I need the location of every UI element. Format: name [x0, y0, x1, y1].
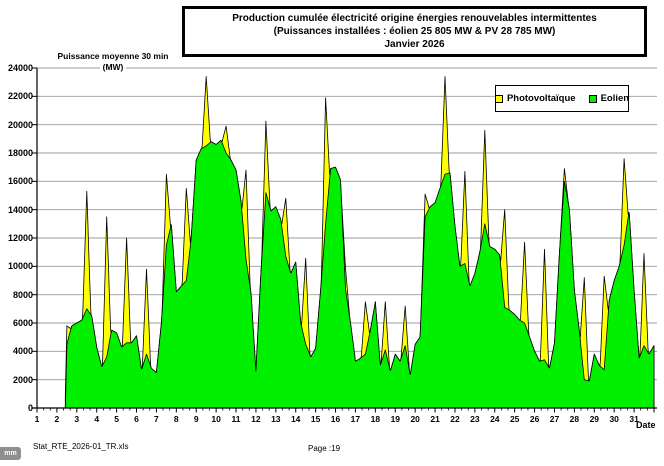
x-tick-label: 16: [330, 414, 341, 424]
x-axis-title: Date: [636, 420, 656, 430]
x-tick-label: 8: [173, 414, 179, 424]
eolien-area: [64, 140, 655, 409]
x-tick-label: 23: [470, 414, 480, 424]
y-tick-label: 16000: [7, 176, 33, 187]
x-tick-label: 28: [569, 414, 580, 424]
y-tick-label: 22000: [7, 91, 33, 102]
corner-badge: mm: [0, 447, 21, 460]
x-tick-label: 11: [231, 414, 241, 424]
legend-label-eolien: Eolien: [600, 93, 630, 104]
x-tick-label: 6: [134, 414, 139, 424]
photovoltaique-color-swatch: [494, 94, 503, 103]
y-axis-title-line1: Puissance moyenne 30 min: [57, 51, 169, 61]
y-tick-label: 10000: [7, 261, 33, 272]
x-tick-label: 2: [54, 414, 60, 424]
chart-title-line2: (Puissances installées : éolien 25 805 M…: [273, 26, 556, 37]
x-tick-label: 4: [94, 414, 100, 424]
y-tick-label: 8000: [12, 289, 33, 300]
x-tick-label: 21: [430, 414, 440, 424]
x-tick-label: 10: [211, 414, 221, 424]
y-tick-label: 20000: [7, 119, 33, 130]
legend-label-photovoltaique: Photovoltaïque: [506, 93, 576, 104]
x-tick-label: 19: [390, 414, 401, 424]
chart-title-line1: Production cumulée électricité origine é…: [232, 13, 597, 24]
x-tick-label: 5: [114, 414, 119, 424]
x-tick-label: 12: [251, 414, 261, 424]
y-axis-title-line2: (MW): [38, 61, 188, 73]
x-tick-label: 7: [154, 414, 159, 424]
chart-legend: Photovoltaïque Eolien: [494, 85, 630, 112]
page-number: Page :19: [308, 444, 341, 453]
x-tick-label: 14: [290, 414, 301, 424]
x-tick-label: 25: [509, 414, 520, 424]
source-file-name: Stat_RTE_2026-01_TR.xls: [33, 442, 129, 451]
x-tick-label: 27: [549, 414, 560, 424]
x-tick-label: 3: [74, 414, 80, 424]
chart-title-line3: Janvier 2026: [384, 39, 445, 50]
legend-item-eolien: Eolien: [588, 93, 630, 104]
legend-item-photovoltaique: Photovoltaïque: [494, 93, 576, 104]
x-tick-label: 9: [193, 414, 199, 424]
chart-title-box: Production cumulée électricité origine é…: [182, 6, 647, 57]
eolien-color-swatch: [588, 94, 597, 103]
x-tick-label: 26: [529, 414, 540, 424]
x-tick-label: 29: [589, 414, 600, 424]
y-tick-label: 2000: [12, 374, 33, 385]
x-tick-label: 24: [490, 414, 500, 424]
y-tick-label: 4000: [12, 346, 33, 357]
x-tick-label: 31: [629, 414, 639, 424]
x-tick-label: 13: [271, 414, 281, 424]
x-tick-label: 22: [450, 414, 460, 424]
y-tick-label: 0: [27, 403, 33, 413]
x-tick-label: 20: [410, 414, 420, 424]
x-tick-label: 17: [350, 414, 361, 424]
y-tick-label: 6000: [12, 318, 33, 328]
y-axis-title: Puissance moyenne 30 min (MW): [38, 51, 188, 72]
y-tick-label: 14000: [7, 204, 33, 215]
x-tick-label: 1: [34, 414, 40, 424]
y-tick-label: 18000: [7, 148, 33, 158]
y-tick-label: 12000: [7, 233, 33, 243]
x-tick-label: 18: [370, 414, 381, 424]
y-tick-label: 24000: [7, 63, 33, 73]
x-tick-label: 30: [609, 414, 619, 424]
x-tick-label: 15: [310, 414, 321, 424]
